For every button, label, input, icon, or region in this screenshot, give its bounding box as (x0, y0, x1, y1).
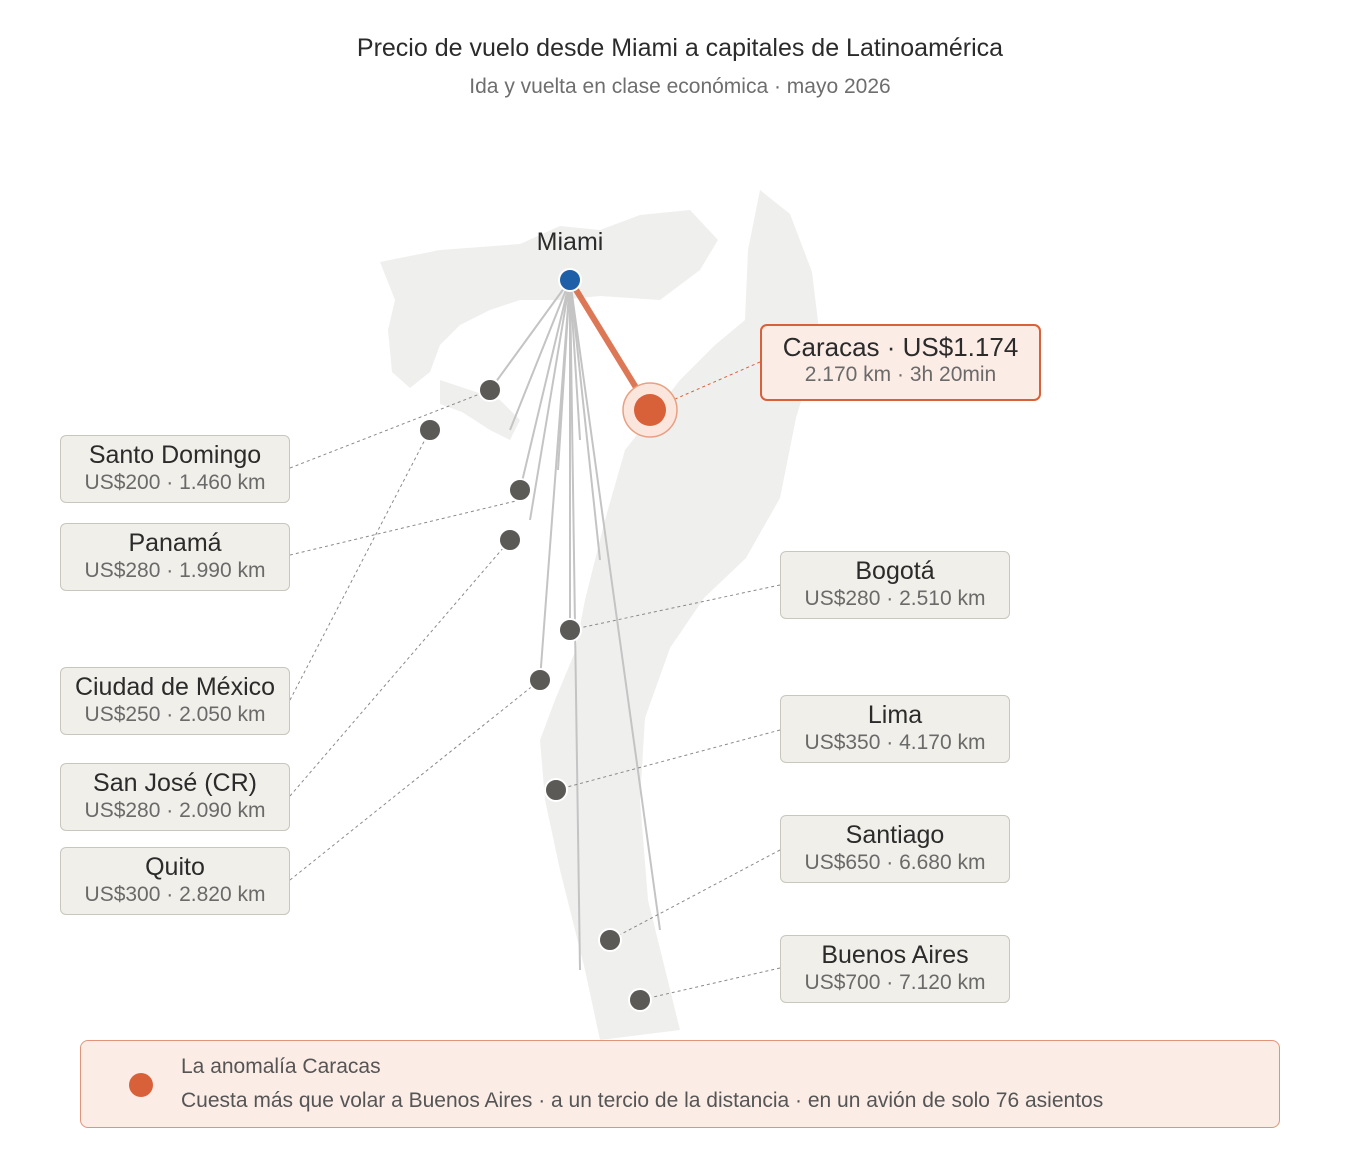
leader-quito (289, 679, 541, 881)
route-lines (489, 279, 661, 971)
land-north-america (380, 210, 718, 388)
route-panama (519, 279, 571, 491)
city-label-lima[interactable]: Lima US$350 · 4.170 km (780, 695, 1010, 763)
city-detail: US$350 · 4.170 km (804, 731, 986, 754)
city-detail: US$700 · 7.120 km (804, 971, 986, 994)
note-heading: La anomalía Caracas (181, 1055, 381, 1078)
leader-lines (289, 389, 781, 1001)
note-marker-icon (129, 1073, 153, 1097)
route-extra-1 (509, 279, 571, 431)
route-buenos-aires (569, 279, 601, 561)
city-label-panama[interactable]: Panamá US$280 · 1.990 km (60, 523, 290, 591)
city-point-caracas[interactable] (634, 394, 666, 426)
city-point-ciudad-de-mexico[interactable] (418, 418, 442, 442)
city-detail: US$650 · 6.680 km (804, 851, 986, 874)
route-extra-2 (557, 279, 571, 471)
leader-panama (289, 499, 521, 556)
callout-detail: 2.170 km · 3h 20min (804, 363, 997, 386)
caracas-callout[interactable]: Caracas · US$1.174 2.170 km · 3h 20min (760, 324, 1041, 401)
chart-title: Precio de vuelo desde Miami a capitales … (356, 34, 1004, 62)
city-point-quito[interactable] (528, 668, 552, 692)
city-name: Bogotá (855, 557, 935, 585)
city-name: Buenos Aires (821, 941, 969, 969)
route-caracas (567, 277, 643, 397)
city-label-san-jose[interactable]: San José (CR) US$280 · 2.090 km (60, 763, 290, 831)
route-san-jose (529, 279, 571, 521)
route-santo-domingo (489, 279, 571, 391)
city-detail: US$200 · 1.460 km (84, 471, 266, 494)
origin-label: Miami (536, 228, 604, 256)
city-detail: US$250 · 2.050 km (84, 703, 266, 726)
city-name: Panamá (128, 529, 222, 557)
city-name: Santiago (845, 821, 945, 849)
leader-caracas (649, 361, 761, 411)
note-body: Cuesta más que volar a Buenos Aires · a … (181, 1089, 1104, 1112)
land-central-america (440, 380, 520, 440)
leader-lima (555, 729, 781, 791)
city-name: Santo Domingo (88, 441, 262, 469)
city-detail: US$280 · 2.090 km (84, 799, 266, 822)
city-point-buenos-aires[interactable] (628, 988, 652, 1012)
city-label-bogota[interactable]: Bogotá US$280 · 2.510 km (780, 551, 1010, 619)
city-point-panama[interactable] (508, 478, 532, 502)
city-name: Quito (145, 853, 205, 881)
city-point-santiago[interactable] (598, 928, 622, 952)
city-name: Ciudad de México (74, 673, 276, 701)
route-extra-3 (569, 279, 581, 441)
city-label-buenos-aires[interactable]: Buenos Aires US$700 · 7.120 km (780, 935, 1010, 1003)
leader-santiago (609, 849, 781, 941)
city-label-quito[interactable]: Quito US$300 · 2.820 km (60, 847, 290, 915)
city-detail: US$300 · 2.820 km (84, 883, 266, 906)
leader-santo-domingo (289, 389, 491, 469)
city-point-san-jose[interactable] (498, 528, 522, 552)
city-label-santo-domingo[interactable]: Santo Domingo US$200 · 1.460 km (60, 435, 290, 503)
origin-point-miami[interactable] (558, 268, 582, 292)
city-point-bogota[interactable] (558, 618, 582, 642)
city-name: San José (CR) (93, 769, 257, 797)
land-south-america (540, 190, 820, 1040)
callout-title: Caracas · US$1.174 (782, 332, 1019, 362)
route-santiago (569, 279, 661, 931)
city-label-ciudad-de-mexico[interactable]: Ciudad de México US$250 · 2.050 km (60, 667, 290, 735)
chart-subtitle: Ida y vuelta en clase económica · mayo 2… (469, 75, 891, 98)
anomaly-note: La anomalía Caracas Cuesta más que volar… (80, 1040, 1280, 1128)
city-point-lima[interactable] (544, 778, 568, 802)
leader-ciudad-de-mexico (289, 429, 431, 701)
city-point-santo-domingo[interactable] (478, 378, 502, 402)
city-points (418, 378, 652, 1012)
city-detail: US$280 · 2.510 km (804, 587, 986, 610)
leader-san-jose (289, 539, 511, 797)
city-name: Lima (867, 701, 923, 729)
city-detail: US$280 · 1.990 km (84, 559, 266, 582)
city-label-santiago[interactable]: Santiago US$650 · 6.680 km (780, 815, 1010, 883)
